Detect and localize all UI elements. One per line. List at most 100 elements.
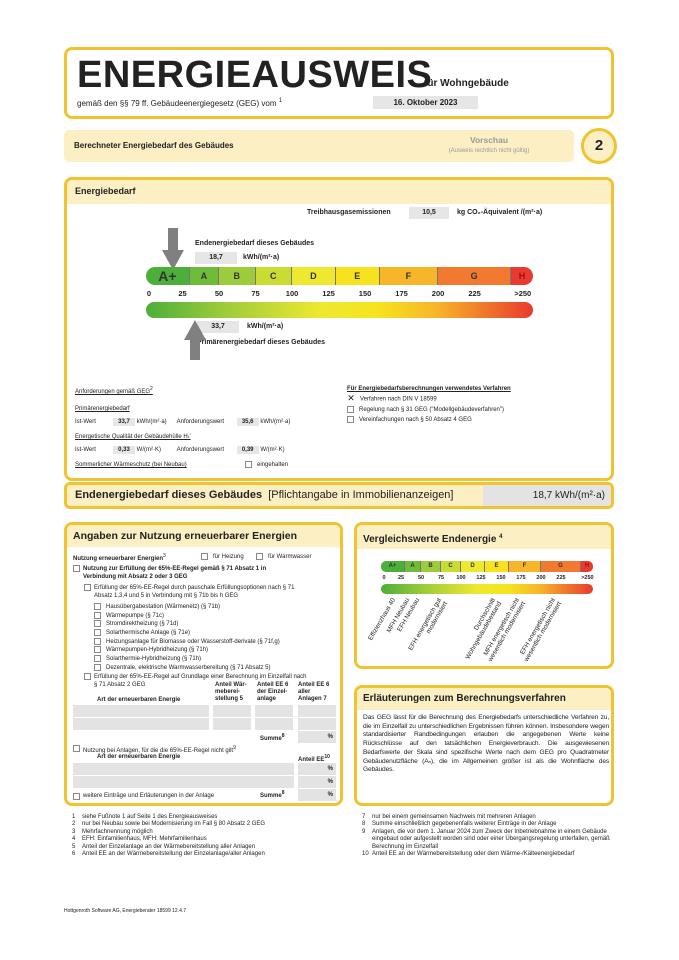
scale-tick: 175 bbox=[516, 575, 526, 581]
more-option: weitere Einträge und Erläuterungen in de… bbox=[71, 793, 214, 800]
renewable-option-label: Dezentrale, elektrische Warmwasserbereit… bbox=[106, 664, 271, 671]
rule71-option: Nutzung zur Erfüllung der 65%-EE-Regel g… bbox=[71, 565, 281, 581]
col-share-heat: Anteil Wär-meberei-stellung 5 bbox=[215, 682, 247, 702]
requirements-title: Anforderungen gemäß GEG2 bbox=[75, 386, 153, 395]
footnote: 5 Anteil der Einzelanlage an der Wärmeber… bbox=[72, 844, 342, 851]
scale-tick: 100 bbox=[456, 575, 466, 581]
footnote-text: Anteil EE an der Wärmebereitstellung der… bbox=[82, 851, 265, 858]
primary-requirements-row: Ist-Wert 33,7 kWh/(m²·a) Anforderungswert 3… bbox=[75, 418, 291, 426]
table-cell[interactable] bbox=[73, 776, 294, 788]
scale-tick: 0 bbox=[146, 289, 152, 298]
scale-tick: >250 bbox=[581, 575, 594, 581]
share-field[interactable]: % bbox=[298, 763, 336, 775]
water-checkbox[interactable] bbox=[256, 553, 263, 560]
method: Für Energiebedarfsberechnungen verwendet… bbox=[347, 385, 511, 425]
footnote-text: Summe einschließlich gegebenenfalls weit… bbox=[372, 821, 557, 828]
document-subtitle: für Wohngebäude bbox=[424, 78, 509, 89]
flat-checkbox[interactable] bbox=[84, 584, 91, 591]
energy-class-E: E bbox=[335, 267, 380, 285]
renewable-option-checkbox[interactable] bbox=[94, 629, 101, 637]
energy-class-B: B bbox=[219, 267, 256, 285]
footnote: 3 Mehrfachnennung möglich bbox=[72, 829, 342, 836]
table-cell[interactable] bbox=[255, 705, 293, 717]
table-cell[interactable] bbox=[213, 718, 251, 730]
footnote: 8 Summe einschließlich gegebenenfalls wei… bbox=[362, 821, 612, 828]
more-checkbox[interactable] bbox=[73, 793, 80, 800]
renewable-option-checkbox[interactable] bbox=[94, 637, 101, 645]
explanation-title: Erläuterungen zum Berechnungsverfahren bbox=[357, 688, 611, 710]
footnote: 1 siehe Fußnote 1 auf Seite 1 des Energie… bbox=[72, 814, 342, 821]
not-applicable-option: Nutzung bei Anlagen, für die die 65%-EE-… bbox=[71, 745, 236, 754]
rule71-checkbox[interactable] bbox=[73, 565, 80, 572]
primary-energy-arrow-icon bbox=[184, 320, 206, 360]
renewable-option: Heizungsanlage für Biomasse oder Wassers… bbox=[94, 637, 280, 647]
renewable-option-label: Wärmepumpe (§ 71c) bbox=[106, 612, 165, 619]
renewable-option-checkbox[interactable] bbox=[94, 603, 101, 610]
energiebedarf-title: Energiebedarf bbox=[67, 180, 611, 204]
table-cell[interactable] bbox=[298, 718, 336, 730]
energy-class-A: A bbox=[189, 267, 219, 285]
energy-class-H: H bbox=[581, 561, 593, 572]
method-option: ✕ Verfahren nach DIN V 18599 bbox=[347, 393, 511, 405]
scale-ticks: 0 25 50 75 100 125 150 175 200 225 >250 bbox=[146, 289, 533, 299]
renewable-option-checkbox[interactable] bbox=[94, 611, 101, 619]
table-cell[interactable] bbox=[298, 705, 336, 717]
method-option: Vereinfachungen nach § 50 Absatz 4 GEG bbox=[347, 415, 511, 425]
energy-class-D: D bbox=[292, 267, 336, 285]
table-cell[interactable] bbox=[255, 718, 293, 730]
energy-class-C: C bbox=[255, 267, 293, 285]
table-cell[interactable] bbox=[73, 705, 209, 717]
renewable-option-checkbox[interactable] bbox=[94, 655, 101, 663]
endenergie-bar: Endenergiebedarf dieses Gebäudes [Pflich… bbox=[64, 482, 614, 509]
energy-class-scale: A+ A B C D E F G H bbox=[146, 267, 533, 285]
renewable-option-label: Stromdirektheizung (§ 71d) bbox=[106, 621, 179, 628]
renewable-option-checkbox[interactable] bbox=[94, 620, 101, 628]
sum-field-2[interactable]: % bbox=[298, 789, 336, 801]
energy-class-B: B bbox=[421, 561, 441, 572]
envelope-title: Energetische Qualität der Gebäudehülle H… bbox=[75, 434, 191, 440]
footnote-number: 6 bbox=[72, 851, 76, 858]
renewable-option: Solarthermie-Hybridheizung (§ 71h) bbox=[94, 655, 280, 664]
heating-checkbox[interactable] bbox=[201, 553, 208, 560]
footnote-text: Anteil der Einzelanlage an der Wärmebere… bbox=[82, 843, 256, 850]
scale-tick: 125 bbox=[476, 575, 486, 581]
summer-checkbox[interactable] bbox=[245, 461, 252, 468]
footnote: 2 nur bei Neubau sowie bei Modernisierung… bbox=[72, 821, 342, 828]
renewable-option: Stromdirektheizung (§ 71d) bbox=[94, 620, 280, 629]
footnote-number: 10 bbox=[362, 851, 369, 858]
table-cell[interactable] bbox=[73, 763, 294, 775]
not-applicable-checkbox[interactable] bbox=[73, 745, 80, 752]
scale-tick: 25 bbox=[397, 575, 405, 581]
explanation-box: Erläuterungen zum Berechnungsverfahren D… bbox=[354, 685, 614, 806]
comparison-ticks: 0 25 50 75 100 125 150 175 200 225 >250 bbox=[381, 575, 593, 583]
footnote-number: 3 bbox=[72, 828, 76, 835]
method-title: Für Energiebedarfsberechnungen verwendet… bbox=[347, 386, 511, 392]
renewable-option-label: Solarthermische Anlage (§ 71e) bbox=[106, 630, 191, 637]
calc-checkbox[interactable] bbox=[84, 673, 91, 680]
sum-field-1[interactable]: % bbox=[298, 731, 336, 743]
method-checkbox[interactable] bbox=[347, 405, 354, 413]
scale-tick: 175 bbox=[395, 289, 408, 298]
renewable-option-checkbox[interactable] bbox=[94, 646, 101, 654]
renewable-option-label: Wärmepumpen-Hybridheizung (§ 71h) bbox=[106, 647, 209, 654]
energy-class-F: F bbox=[379, 267, 439, 285]
method-option-label: Regelung nach § 31 GEG ("Modellgebäudeve… bbox=[359, 406, 505, 413]
comparison-title: Vergleichswerte Endenergie 4 bbox=[357, 525, 611, 549]
renewables-title: Angaben zur Nutzung erneuerbarer Energie… bbox=[67, 525, 340, 547]
table-cell[interactable] bbox=[73, 718, 209, 730]
method-checkbox[interactable] bbox=[347, 415, 354, 423]
method-option-label: Verfahren nach DIN V 18599 bbox=[360, 396, 437, 403]
share-field[interactable]: % bbox=[298, 776, 336, 788]
footnote-number: 8 bbox=[362, 821, 366, 828]
scale-tick: 100 bbox=[285, 289, 299, 298]
renewable-option-checkbox[interactable] bbox=[94, 663, 101, 671]
table-cell[interactable] bbox=[213, 705, 251, 717]
footnote-text: nur bei einem gemeinsamen Nachweis mit m… bbox=[372, 814, 536, 820]
scale-tick: 50 bbox=[214, 289, 224, 298]
energy-class-D: D bbox=[461, 561, 485, 572]
footnote: 7 nur bei einem gemeinsamen Nachweis mit … bbox=[362, 814, 612, 821]
checked-x-icon[interactable]: ✕ bbox=[347, 393, 355, 403]
end-energy-label: Endenergiebedarf dieses Gebäudes bbox=[195, 240, 315, 247]
preview-note: (Ausweis rechtlich nicht gültig) bbox=[448, 148, 530, 154]
energiebedarf-box: Energiebedarf Treibhausgasemissionen 10,… bbox=[64, 177, 614, 481]
